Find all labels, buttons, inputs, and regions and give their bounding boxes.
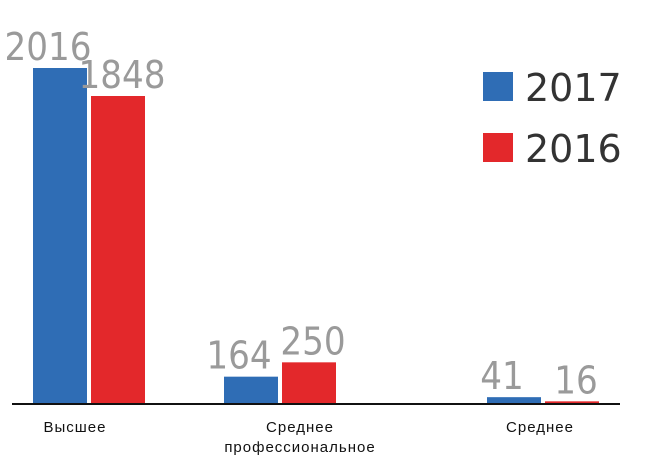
value-label: 250	[280, 319, 345, 363]
bar	[487, 397, 541, 404]
legend-label: 2017	[525, 66, 622, 110]
bar	[91, 96, 145, 404]
bar	[224, 376, 278, 404]
value-label: 16	[554, 358, 598, 402]
legend-label: 2016	[525, 127, 622, 171]
x-tick-label: Среднее	[506, 419, 574, 436]
value-label: 41	[480, 354, 524, 398]
x-tick-label: Высшее	[43, 419, 107, 436]
bar	[545, 401, 599, 404]
bar	[282, 362, 336, 404]
legend-swatch	[483, 72, 513, 101]
bar	[33, 68, 87, 404]
value-label: 2016	[5, 25, 92, 69]
x-tick-label: Среднее профессиональное	[224, 419, 376, 456]
legend-swatch	[483, 133, 513, 162]
value-label: 164	[206, 334, 271, 378]
value-label: 1848	[79, 53, 166, 97]
